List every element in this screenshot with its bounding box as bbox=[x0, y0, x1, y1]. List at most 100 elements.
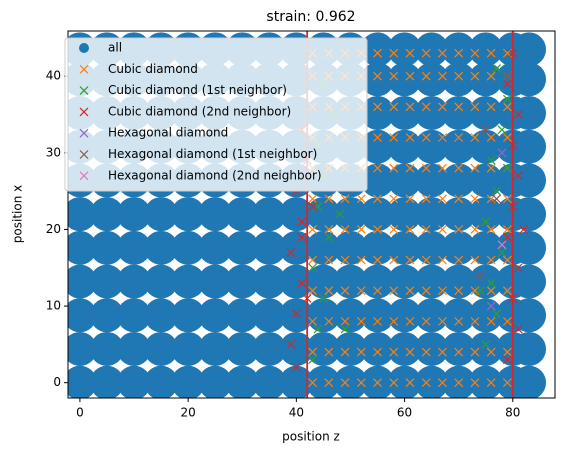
point bbox=[387, 365, 422, 398]
point bbox=[89, 365, 124, 398]
point bbox=[405, 316, 415, 326]
point bbox=[497, 125, 507, 135]
point bbox=[306, 264, 341, 299]
point bbox=[89, 298, 124, 333]
point bbox=[470, 71, 480, 81]
point bbox=[198, 365, 233, 398]
point bbox=[470, 194, 480, 204]
point bbox=[117, 230, 152, 265]
point bbox=[502, 163, 512, 173]
point bbox=[486, 163, 496, 173]
point bbox=[502, 347, 512, 357]
point bbox=[438, 347, 447, 357]
point bbox=[492, 309, 501, 319]
legend-box bbox=[64, 37, 368, 192]
point bbox=[513, 263, 523, 273]
point bbox=[356, 194, 366, 204]
point bbox=[486, 286, 496, 296]
point bbox=[502, 79, 512, 89]
point bbox=[389, 102, 399, 112]
point bbox=[389, 163, 399, 173]
point bbox=[454, 225, 464, 234]
point bbox=[373, 347, 382, 357]
point bbox=[297, 217, 307, 227]
point bbox=[405, 194, 415, 204]
point bbox=[421, 133, 431, 142]
point bbox=[171, 197, 206, 232]
point bbox=[486, 48, 496, 58]
point bbox=[389, 71, 399, 81]
point bbox=[308, 202, 318, 211]
point bbox=[117, 264, 152, 299]
y-tick-label: 20 bbox=[46, 222, 61, 236]
legend-label: Hexagonal diamond (2nd neighbor) bbox=[108, 168, 322, 182]
point bbox=[421, 102, 431, 112]
point bbox=[360, 197, 395, 232]
point bbox=[414, 197, 449, 232]
point bbox=[324, 316, 334, 326]
point bbox=[324, 347, 334, 357]
point bbox=[438, 255, 447, 265]
point bbox=[502, 225, 512, 234]
point bbox=[454, 286, 464, 296]
point bbox=[438, 225, 447, 234]
point bbox=[454, 102, 464, 112]
point bbox=[360, 230, 395, 265]
point bbox=[373, 316, 382, 326]
legend-label: all bbox=[108, 41, 122, 55]
point bbox=[144, 264, 179, 299]
point bbox=[512, 163, 547, 198]
point bbox=[497, 148, 507, 158]
point bbox=[356, 347, 366, 357]
point bbox=[308, 225, 318, 234]
point bbox=[117, 331, 152, 366]
point bbox=[405, 48, 415, 58]
point bbox=[89, 264, 124, 299]
point bbox=[441, 95, 476, 130]
point bbox=[454, 378, 464, 388]
legend-marker bbox=[79, 107, 89, 117]
point bbox=[360, 298, 395, 333]
point bbox=[308, 378, 318, 388]
point bbox=[405, 133, 415, 142]
point bbox=[89, 230, 124, 265]
point bbox=[502, 133, 512, 142]
point bbox=[470, 225, 480, 234]
point bbox=[198, 230, 233, 265]
legend-label: Cubic diamond (2nd neighbor) bbox=[108, 104, 291, 118]
point bbox=[252, 365, 287, 398]
point bbox=[405, 225, 415, 234]
point bbox=[333, 331, 368, 366]
point bbox=[335, 209, 345, 219]
point bbox=[470, 378, 480, 388]
point bbox=[360, 32, 395, 67]
point bbox=[486, 255, 496, 265]
point bbox=[389, 286, 399, 296]
legend-marker bbox=[79, 128, 89, 138]
point bbox=[486, 156, 496, 165]
point bbox=[512, 365, 547, 398]
point bbox=[198, 197, 233, 232]
point bbox=[414, 62, 449, 97]
point bbox=[481, 217, 491, 227]
point bbox=[486, 133, 496, 142]
x-tick-label: 40 bbox=[289, 406, 304, 420]
point bbox=[441, 298, 476, 333]
point bbox=[454, 347, 464, 357]
point bbox=[486, 278, 496, 288]
point bbox=[454, 163, 464, 173]
point bbox=[405, 163, 415, 173]
point bbox=[373, 163, 382, 173]
point bbox=[470, 48, 480, 58]
legend-marker bbox=[79, 171, 89, 181]
point bbox=[279, 197, 314, 232]
point bbox=[389, 133, 399, 142]
point bbox=[225, 365, 260, 398]
point bbox=[291, 362, 301, 372]
point bbox=[405, 255, 415, 265]
point bbox=[252, 298, 287, 333]
point bbox=[481, 339, 491, 349]
y-tick-label: 40 bbox=[46, 69, 61, 83]
point bbox=[470, 255, 480, 265]
point bbox=[512, 264, 547, 299]
